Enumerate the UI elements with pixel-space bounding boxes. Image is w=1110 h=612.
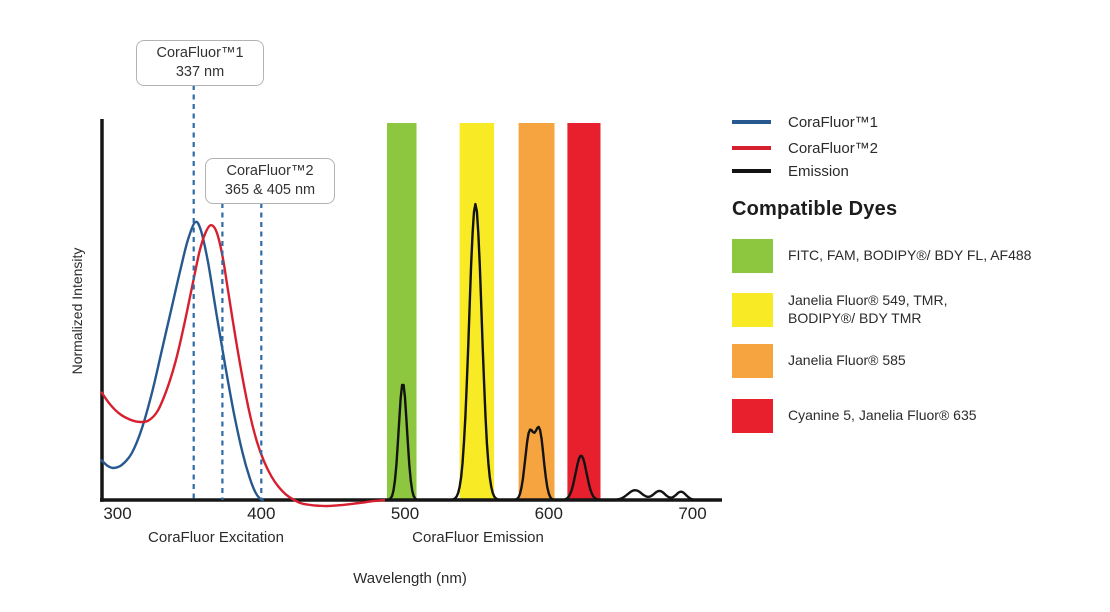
callout-corafluor2-365-405nm: CoraFluor™2 365 & 405 nm (205, 158, 335, 204)
legend-panel: CoraFluor™1 CoraFluor™2 Emission Compati… (732, 0, 1107, 612)
dye-row-green: FITC, FAM, BODIPY®/ BDY FL, AF488 (732, 239, 1031, 273)
filter-band-red (567, 123, 601, 500)
dye-swatch-green (732, 239, 773, 273)
dye-names-line: FITC, FAM, BODIPY®/ BDY FL, AF488 (788, 247, 1032, 264)
callout-corafluor1-name: CoraFluor™1 (156, 45, 244, 61)
dye-row-yellow: Janelia Fluor® 549, TMR, BODIPY®/ BDY TM… (732, 292, 947, 327)
legend-item-corafluor2: CoraFluor™2 (732, 139, 879, 157)
dye-names: FITC, FAM, BODIPY®/ BDY FL, AF488 (788, 247, 1031, 265)
dye-names-line: Janelia Fluor® 549, TMR, (788, 292, 948, 308)
x-axis-ticks: 300 400 500 600 700 (0, 504, 740, 526)
dye-row-red: Cyanine 5, Janelia Fluor® 635 (732, 399, 977, 433)
emission-region-label: CoraFluor Emission (412, 529, 544, 546)
callout-corafluor1-wavelength: 337 nm (175, 64, 225, 80)
legend-item-corafluor1: CoraFluor™1 (732, 113, 879, 131)
x-axis-label: Wavelength (nm) (353, 570, 467, 587)
legend-line-swatch-red (732, 146, 771, 150)
excitation-curve-CoraFluor2 (100, 224, 387, 508)
legend-label: CoraFluor™2 (788, 139, 879, 157)
excitation-curve-CoraFluor1 (100, 220, 264, 502)
legend-label: CoraFluor™1 (788, 113, 879, 131)
dye-names: Janelia Fluor® 549, TMR, BODIPY®/ BDY TM… (788, 292, 947, 327)
dye-names-line: BODIPY®/ BDY TMR (788, 309, 922, 326)
emission-curve (384, 202, 719, 502)
callout-corafluor1-337nm: CoraFluor™1 337 nm (136, 40, 264, 86)
filter-band-orange (518, 123, 555, 500)
y-axis-label: Normalized Intensity (69, 247, 85, 375)
dye-swatch-red (732, 399, 773, 433)
dye-swatch-orange (732, 344, 773, 378)
dye-names-line: Janelia Fluor® 585 (788, 352, 906, 369)
legend-label: Emission (788, 162, 849, 180)
x-tick-500: 500 (390, 504, 420, 523)
legend-item-emission: Emission (732, 162, 849, 180)
callout-corafluor2-wavelength: 365 & 405 nm (224, 182, 316, 198)
callout-corafluor2-name: CoraFluor™2 (226, 163, 314, 179)
x-tick-400: 400 (247, 504, 276, 523)
dye-names: Cyanine 5, Janelia Fluor® 635 (788, 407, 977, 425)
legend-line-swatch-black (732, 169, 771, 173)
filter-band-green (387, 123, 417, 500)
dye-swatch-yellow (732, 292, 773, 327)
dye-row-orange: Janelia Fluor® 585 (732, 344, 906, 378)
dye-names-line: Cyanine 5, Janelia Fluor® 635 (788, 407, 977, 424)
legend-line-swatch-blue (732, 120, 771, 124)
x-tick-300: 300 (103, 504, 132, 523)
x-tick-600: 600 (534, 504, 563, 523)
compatible-dyes-heading: Compatible Dyes (732, 198, 898, 220)
dye-names: Janelia Fluor® 585 (788, 352, 906, 370)
excitation-region-label: CoraFluor Excitation (148, 529, 284, 546)
x-tick-700: 700 (678, 504, 707, 523)
